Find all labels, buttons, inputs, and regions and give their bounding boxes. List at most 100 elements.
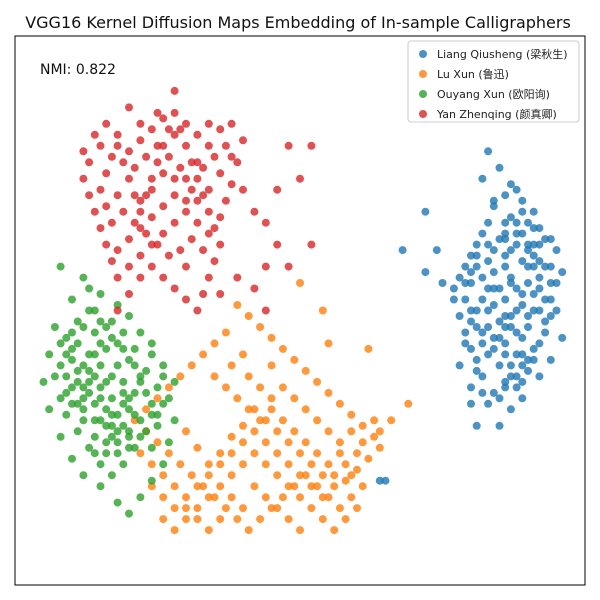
scatter-point-series-2-20 xyxy=(147,350,156,359)
scatter-point-series-2-64 xyxy=(113,410,122,419)
scatter-point-series-2-11 xyxy=(113,498,122,507)
scatter-point-series-3-72 xyxy=(142,152,151,161)
scatter-point-series-2-67 xyxy=(90,399,99,408)
scatter-point-series-0-143 xyxy=(495,394,504,403)
scatter-point-series-3-6 xyxy=(85,158,94,167)
scatter-point-series-2-7 xyxy=(56,432,65,441)
scatter-point-series-0-86 xyxy=(484,257,493,266)
scatter-point-series-1-113 xyxy=(256,383,265,392)
scatter-point-series-0-71 xyxy=(512,328,521,337)
scatter-point-series-0-23 xyxy=(512,240,521,249)
scatter-point-series-2-90 xyxy=(96,394,105,403)
scatter-point-series-1-115 xyxy=(278,383,287,392)
scatter-point-series-2-79 xyxy=(62,333,71,342)
scatter-point-series-3-44 xyxy=(130,191,139,200)
scatter-point-series-2-112 xyxy=(62,350,71,359)
scatter-point-series-0-129 xyxy=(455,273,464,282)
scatter-point-series-2-3 xyxy=(50,323,59,331)
scatter-point-series-1-14 xyxy=(341,476,350,485)
scatter-point-series-2-54 xyxy=(102,449,111,458)
scatter-point-series-0-149 xyxy=(529,355,538,364)
scatter-point-series-0-89 xyxy=(512,229,521,238)
scatter-point-series-0-20 xyxy=(552,306,561,315)
scatter-point-series-3-38 xyxy=(96,185,105,194)
scatter-point-series-0-40 xyxy=(524,246,532,255)
scatter-point-series-2-35 xyxy=(119,460,128,469)
scatter-point-series-2-36 xyxy=(107,471,116,480)
scatter-point-series-3-9 xyxy=(90,207,99,216)
scatter-point-series-0-70 xyxy=(501,312,510,320)
scatter-point-series-3-117 xyxy=(182,262,190,271)
scatter-point-series-1-133 xyxy=(313,449,322,458)
scatter-point-series-2-71 xyxy=(119,388,128,397)
legend-marker-2 xyxy=(419,90,427,98)
scatter-point-series-3-88 xyxy=(164,251,173,260)
scatter-point-series-3-10 xyxy=(96,224,105,233)
legend-label-1: Lu Xun (鲁迅) xyxy=(437,67,509,81)
scatter-point-series-2-104 xyxy=(130,344,139,353)
scatter-point-series-2-119 xyxy=(147,443,156,452)
scatter-point-series-3-94 xyxy=(125,147,133,156)
scatter-point-series-0-144 xyxy=(501,383,510,392)
scatter-point-series-2-28 xyxy=(113,339,122,348)
scatter-point-series-0-32 xyxy=(489,333,498,342)
scatter-point-series-2-30 xyxy=(136,372,145,381)
nmi-annotation: NMI: 0.822 xyxy=(40,62,116,78)
scatter-point-series-2-118 xyxy=(136,432,145,441)
scatter-point-series-2-122 xyxy=(153,410,162,419)
scatter-point-series-0-75 xyxy=(546,312,555,320)
scatter-point-series-1-71 xyxy=(227,471,236,480)
scatter-point-series-3-80 xyxy=(233,158,242,167)
scatter-point-series-1-70 xyxy=(353,449,361,458)
scatter-point-series-3-13 xyxy=(113,273,122,282)
scatter-point-series-3-59 xyxy=(216,240,225,249)
scatter-point-series-0-76 xyxy=(541,295,550,304)
scatter-point-series-2-97 xyxy=(102,421,111,430)
scatter-point-series-0-41 xyxy=(518,229,527,238)
scatter-point-series-1-8 xyxy=(273,427,282,436)
legend-label-0: Liang Qiusheng (梁秋生) xyxy=(437,47,568,61)
scatter-point-series-1-109 xyxy=(136,449,145,458)
scatter-point-series-0-85 xyxy=(489,268,498,277)
scatter-point-series-1-31 xyxy=(221,328,230,337)
scatter-point-series-2-120 xyxy=(153,421,162,430)
scatter-point-series-2-91 xyxy=(85,377,94,386)
scatter-point-series-2-33 xyxy=(142,427,151,436)
scatter-point-series-2-106 xyxy=(107,317,116,326)
scatter-point-series-2-10 xyxy=(96,482,105,491)
scatter-point-series-0-124 xyxy=(484,218,493,227)
scatter-point-series-2-49 xyxy=(119,377,128,386)
scatter-point-series-3-66 xyxy=(159,273,168,282)
scatter-point-series-1-141 xyxy=(387,416,396,425)
scatter-point-series-0-3 xyxy=(398,246,407,255)
scatter-point-series-0-26 xyxy=(478,174,487,183)
scatter-point-series-0-91 xyxy=(529,251,538,260)
scatter-point-series-1-89 xyxy=(296,493,304,502)
scatter-point-series-3-107 xyxy=(307,141,316,150)
scatter-point-series-1-140 xyxy=(364,344,373,353)
scatter-point-series-1-60 xyxy=(239,460,247,469)
scatter-point-series-0-25 xyxy=(489,196,498,205)
scatter-point-series-3-85 xyxy=(199,246,208,255)
legend: Liang Qiusheng (梁秋生) Lu Xun (鲁迅) Ouyang Xu… xyxy=(407,40,580,123)
scatter-point-series-3-0 xyxy=(170,86,179,95)
scatter-point-series-1-24 xyxy=(301,366,310,375)
scatter-point-series-3-125 xyxy=(90,130,99,139)
scatter-point-series-3-75 xyxy=(176,163,185,172)
scatter-point-series-0-87 xyxy=(489,246,498,255)
scatter-point-series-0-138 xyxy=(467,317,475,326)
scatter-point-series-2-51 xyxy=(130,410,139,419)
scatter-point-series-1-116 xyxy=(290,394,299,403)
scatter-point-series-1-30 xyxy=(233,301,242,309)
scatter-point-series-2-44 xyxy=(73,339,82,348)
scatter-point-series-1-110 xyxy=(147,482,156,491)
scatter-point-series-3-106 xyxy=(284,141,293,150)
scatter-point-series-2-59 xyxy=(85,366,94,375)
scatter-point-series-1-143 xyxy=(404,399,413,408)
scatter-point-series-0-58 xyxy=(501,262,510,271)
scatter-point-series-3-114 xyxy=(261,306,270,315)
scatter-point-series-1-87 xyxy=(273,471,282,480)
scatter-point-series-0-116 xyxy=(506,213,515,222)
scatter-point-series-0-83 xyxy=(506,279,515,287)
scatter-point-series-1-84 xyxy=(239,438,247,447)
